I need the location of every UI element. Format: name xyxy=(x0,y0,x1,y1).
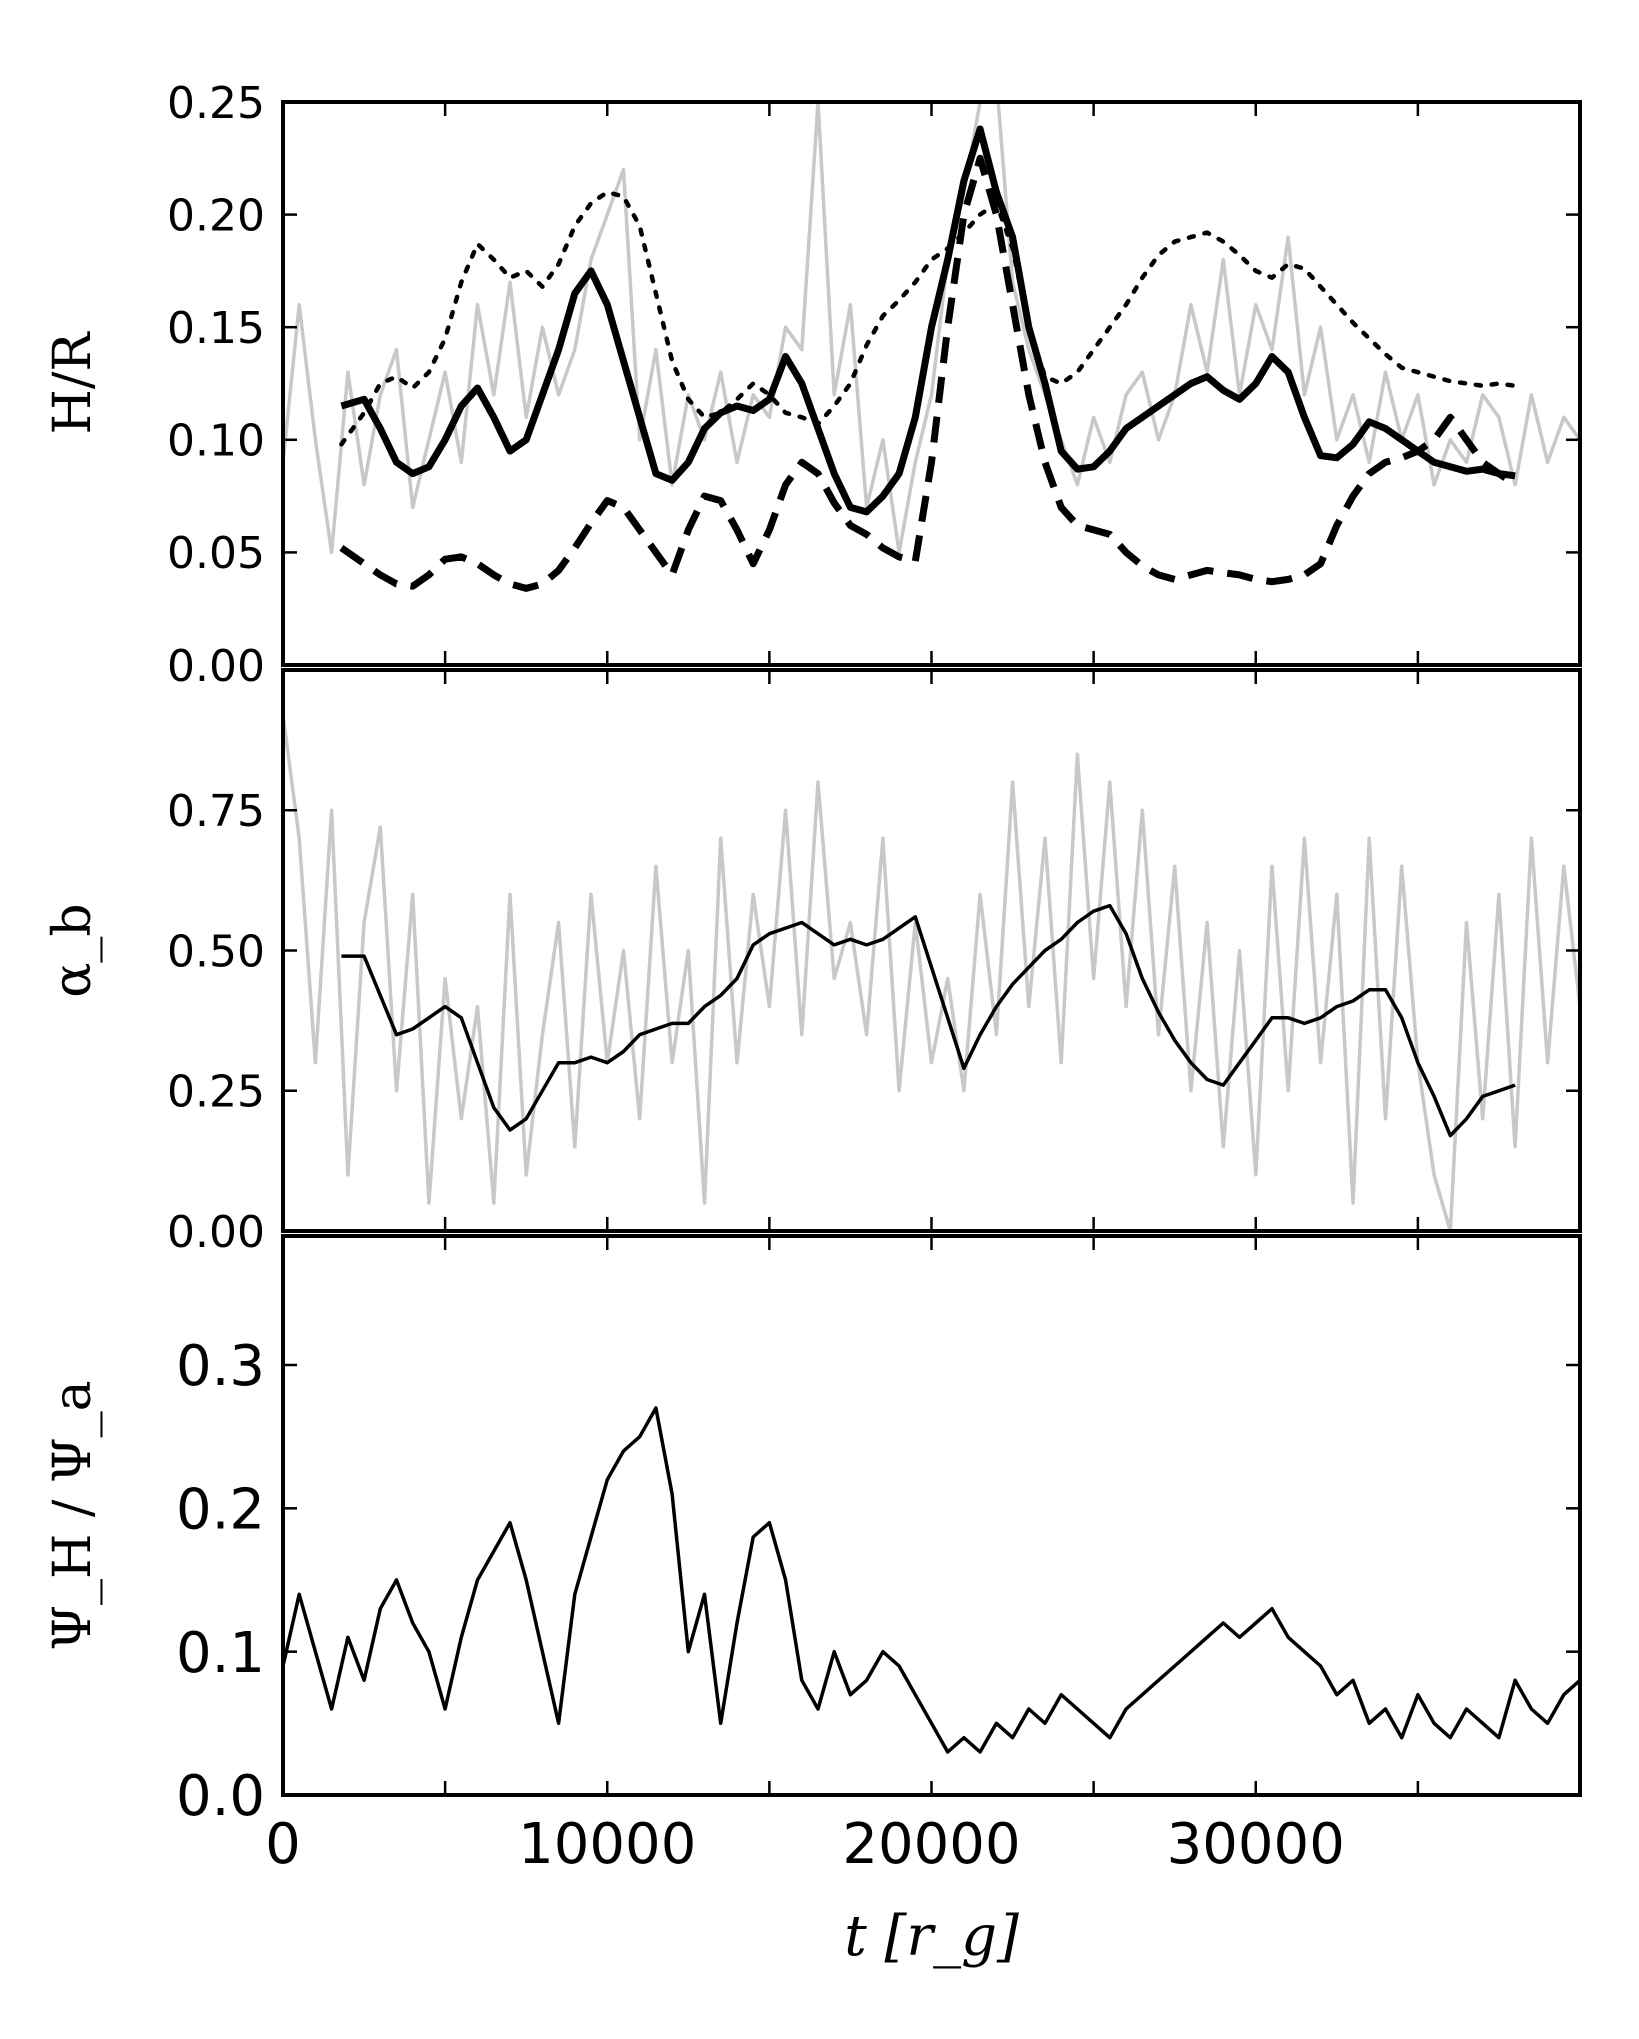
y-tick-label: 0.25 xyxy=(167,78,265,129)
y-tick-label: 0.75 xyxy=(167,786,265,837)
y-tick-label: 0.25 xyxy=(167,1067,265,1118)
x-tick-label: 10000 xyxy=(518,1812,696,1877)
y-axis-label: α_b xyxy=(43,903,103,997)
y-axis-label: H/R xyxy=(43,331,103,435)
series-line-solid-thick xyxy=(340,125,1516,516)
y-tick-label: 0.1 xyxy=(176,1621,265,1686)
y-tick-label: 0.2 xyxy=(176,1477,265,1542)
series-group xyxy=(283,102,1580,592)
series-line-solid xyxy=(341,903,1516,1138)
series-group xyxy=(283,714,1580,1231)
y-tick-label: 0.10 xyxy=(167,416,265,467)
y-tick-label: 0.0 xyxy=(176,1764,265,1829)
series-line-solid-noisy xyxy=(283,1406,1580,1754)
series-line-dotted xyxy=(339,189,1518,447)
y-tick-label: 0.00 xyxy=(167,641,265,692)
y-tick-label: 0.3 xyxy=(176,1334,265,1399)
y-tick-label: 0.20 xyxy=(167,190,265,241)
y-tick-label: 0.15 xyxy=(167,303,265,354)
panel-middle: 0.00 0.25 0.50 0.75 α_b xyxy=(43,668,1582,1258)
panel-bottom: 0.0 0.1 0.2 0.3 Ψ_H / Ψ_a xyxy=(43,1234,1582,1829)
y-tick-label: 0.00 xyxy=(167,1207,265,1258)
x-tick-label: 0 xyxy=(265,1812,301,1877)
x-axis-label: t [r_g] xyxy=(844,1904,1019,1969)
y-tick-label: 0.50 xyxy=(167,926,265,977)
series-group xyxy=(283,1406,1580,1754)
y-tick-label: 0.05 xyxy=(167,528,265,579)
series-line-gray-noisy xyxy=(283,102,1580,555)
x-tick-label: 30000 xyxy=(1167,1812,1345,1877)
x-tick-label: 20000 xyxy=(842,1812,1020,1877)
series-line-gray-noisy xyxy=(283,714,1580,1231)
y-axis-label: Ψ_H / Ψ_a xyxy=(43,1380,103,1650)
panel-top: 0.00 0.05 0.10 0.15 0.20 0.25 H/R xyxy=(43,78,1582,692)
series-line-dashed-thick xyxy=(339,154,1518,592)
axes-frame xyxy=(281,668,1582,1233)
